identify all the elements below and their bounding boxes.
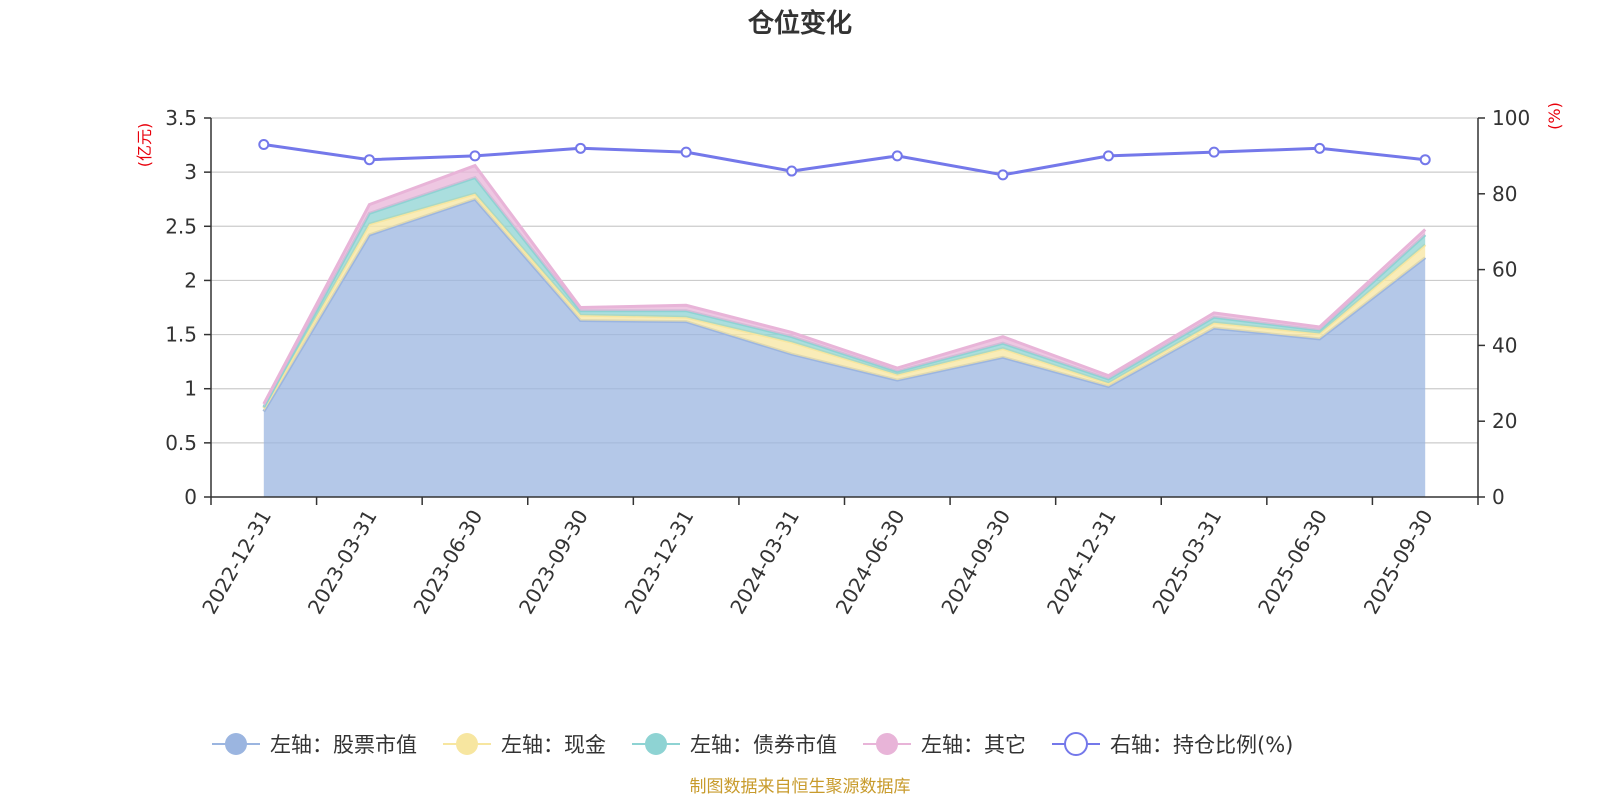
legend: 左轴：股票市值 左轴：现金 左轴：债券市值 左轴：其它 右轴：持仓比例(%) (212, 732, 1293, 757)
x-axis-tick-label: 2024-09-30 (936, 506, 1015, 619)
line-point (363, 154, 375, 166)
legend-label: 左轴：其它 (921, 733, 1026, 757)
line-右轴：持仓比例(%) (263, 143, 1426, 177)
right-axis-tick-label: 100 (1492, 106, 1530, 130)
right-axis-tick-label: 20 (1492, 409, 1517, 433)
chart-title: 仓位变化 (747, 8, 852, 39)
legend-marker (645, 733, 667, 755)
legend-marker (1064, 732, 1088, 756)
line-point (258, 139, 270, 151)
line-point (575, 142, 587, 154)
area-左轴：股票市值 (263, 199, 1426, 497)
legend-label: 右轴：持仓比例(%) (1110, 733, 1293, 757)
left-axis-unit: (亿元) (135, 123, 154, 168)
legend-label: 左轴：债券市值 (690, 733, 837, 757)
legend-label: 左轴：股票市值 (270, 733, 417, 757)
line-point (997, 169, 1009, 181)
right-axis-tick-label: 80 (1492, 182, 1517, 206)
left-axis-tick-label: 3 (184, 160, 197, 184)
area-edge-左轴：其它 (262, 163, 1427, 405)
x-axis-tick-label: 2024-12-31 (1042, 506, 1121, 619)
left-axis-tick-label: 1 (184, 377, 197, 401)
legend-item: 右轴：持仓比例(%) (1052, 732, 1293, 757)
x-axis-tick-label: 2022-12-31 (197, 506, 276, 619)
right-axis-tick-label: 60 (1492, 258, 1517, 282)
x-axis-tick-label: 2023-12-31 (620, 506, 699, 619)
legend-marker (456, 733, 478, 755)
right-axis-tick-label: 40 (1492, 333, 1517, 357)
legend-marker (225, 733, 247, 755)
line-point (1208, 146, 1220, 158)
left-axis-tick-label: 2 (184, 268, 197, 292)
x-axis-tick-label: 2025-03-31 (1147, 506, 1226, 619)
x-axis-tick-label: 2024-03-31 (725, 506, 804, 619)
legend-item: 左轴：现金 (443, 733, 606, 757)
legend-marker (876, 733, 898, 755)
left-axis-tick-label: 3.5 (165, 106, 197, 130)
x-axis-tick-label: 2025-09-30 (1359, 506, 1438, 619)
line-point (891, 150, 903, 162)
x-axis-tick-label: 2023-09-30 (514, 506, 593, 619)
right-axis-unit: (%) (1545, 102, 1564, 130)
line-point (1102, 150, 1114, 162)
right-axis-tick-label: 0 (1492, 485, 1505, 509)
left-axis-tick-label: 0 (184, 485, 197, 509)
left-axis-tick-label: 0.5 (165, 431, 197, 455)
line-point (680, 146, 692, 158)
x-axis-tick-label: 2023-06-30 (408, 506, 487, 619)
left-axis-tick-label: 1.5 (165, 323, 197, 347)
line-point (469, 150, 481, 162)
legend-label: 左轴：现金 (501, 733, 606, 757)
line-point (1314, 142, 1326, 154)
left-axis-tick-label: 2.5 (165, 214, 197, 238)
legend-item: 左轴：债券市值 (632, 733, 837, 757)
x-axis-tick-label: 2025-06-30 (1253, 506, 1332, 619)
legend-item: 左轴：其它 (863, 733, 1026, 757)
x-axis-tick-label: 2024-06-30 (831, 506, 910, 619)
line-point (1419, 154, 1431, 166)
x-axis-tick-label: 2023-03-31 (303, 506, 382, 619)
data-source-note: 制图数据来自恒生聚源数据库 (690, 777, 911, 797)
line-point (786, 165, 798, 177)
legend-item: 左轴：股票市值 (212, 733, 417, 757)
stacked-areas (262, 163, 1427, 497)
ratio-line (258, 139, 1431, 181)
